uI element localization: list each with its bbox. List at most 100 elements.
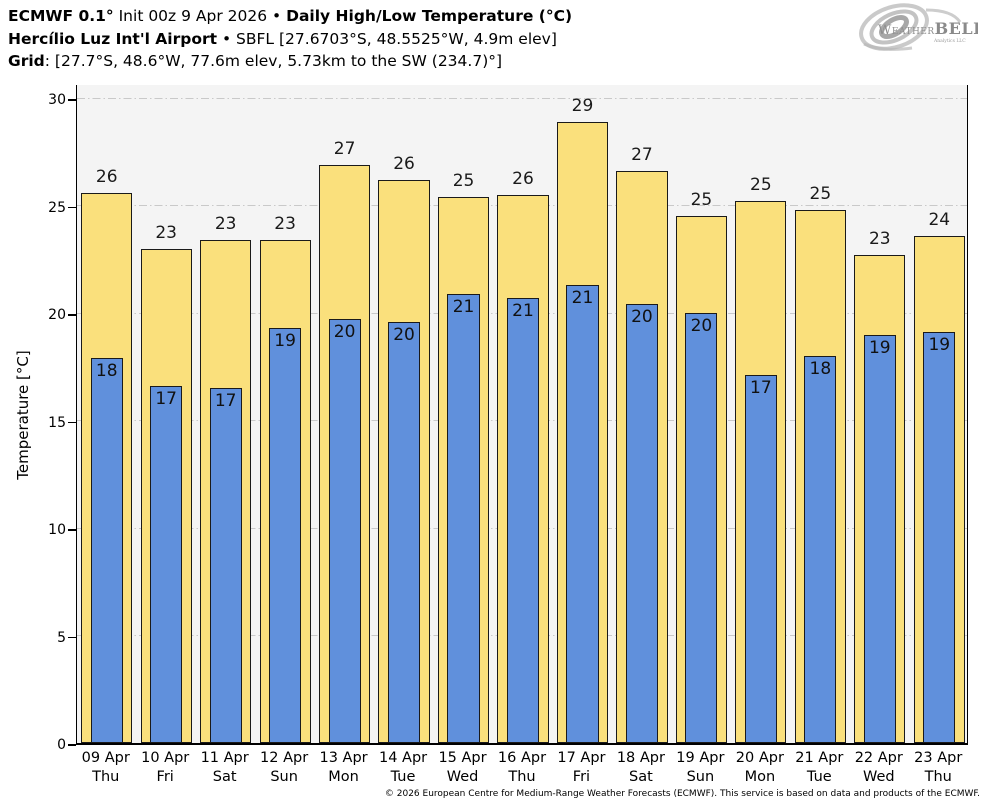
low-value-label: 20	[333, 322, 356, 343]
x-tick-date: 09 Apr	[81, 750, 130, 766]
x-tick-day: Fri	[572, 768, 591, 785]
high-value-label: 25	[452, 170, 475, 191]
x-tick-date: 11 Apr	[200, 750, 249, 766]
y-tick-label-20: 20	[48, 307, 66, 324]
x-tick-date: 15 Apr	[438, 750, 487, 766]
x-tick-date: 20 Apr	[735, 750, 784, 766]
station-name: Hercílio Luz Int'l Airport	[8, 29, 218, 48]
x-tick-date: 14 Apr	[378, 750, 428, 766]
high-value-label: 26	[512, 168, 534, 189]
y-tick-mark-5	[68, 636, 76, 639]
grid-line: Grid: [27.7°S, 48.6°W, 77.6m elev, 5.73k…	[8, 50, 572, 73]
low-value-label: 21	[571, 288, 594, 309]
x-tick-date: 16 Apr	[497, 750, 547, 766]
low-bar	[804, 356, 837, 743]
low-value-label: 19	[274, 331, 296, 352]
x-tick-day: Tue	[806, 768, 832, 785]
high-value-label: 29	[571, 95, 594, 116]
low-value-label: 18	[809, 359, 832, 380]
x-tick-date: 17 Apr	[557, 750, 606, 766]
product-name: Daily High/Low Temperature (°C)	[286, 7, 573, 25]
x-tick-day: Sun	[270, 768, 298, 785]
x-tick-date: 23 Apr	[914, 750, 963, 766]
x-tick-date: 19 Apr	[676, 750, 725, 766]
high-value-label: 23	[274, 213, 296, 234]
hurricane-swirl-icon: WEATHERBELL Analytics LLC	[859, 3, 978, 51]
low-value-label: 19	[928, 335, 951, 356]
x-tick-label: 18 Apr Sat	[611, 749, 670, 786]
y-tick-mark-0	[68, 744, 76, 746]
chart-header: ECMWF 0.1° Init 00z 9 Apr 2026 • Daily H…	[8, 5, 572, 73]
x-tick-date: 13 Apr	[319, 750, 368, 766]
x-axis-labels: 09 Apr Thu 10 Apr Fri 11 Apr Sat 12 Apr Sun 13 A…	[76, 749, 968, 789]
high-value-label: 27	[631, 145, 653, 166]
x-tick-day: Thu	[92, 768, 120, 785]
x-tick-day: Sat	[629, 768, 653, 785]
x-tick-date: 18 Apr	[616, 750, 665, 766]
low-bar	[923, 332, 956, 743]
station-details: SBFL [27.6703°S, 48.5525°W, 4.9m elev]	[236, 29, 557, 48]
high-value-label: 26	[95, 166, 118, 187]
x-tick-label: 16 Apr Thu	[492, 749, 551, 786]
station-separator: •	[217, 29, 237, 48]
y-tick-label-25: 25	[48, 199, 66, 216]
x-tick-label: 19 Apr Sun	[671, 749, 730, 786]
low-bar	[744, 375, 777, 743]
low-value-label: 20	[393, 324, 415, 345]
y-tick-label-5: 5	[57, 629, 66, 646]
x-tick-day: Wed	[862, 768, 895, 785]
x-tick-label: 13 Apr Mon	[314, 749, 373, 786]
low-bar	[625, 304, 658, 743]
y-tick-mark-20	[68, 314, 76, 316]
x-tick-label: 12 Apr Sun	[254, 749, 313, 786]
x-tick-label: 10 Apr Fri	[135, 749, 194, 786]
low-value-label: 20	[690, 316, 713, 337]
svg-text:Analytics LLC: Analytics LLC	[933, 38, 966, 44]
x-tick-day: Sun	[686, 768, 715, 785]
plot-area: 26 18 23 17 23 17 23 19 27 20 26 20 25 21 26 21 29 21 27 20…	[76, 85, 968, 745]
x-tick-day: Wed	[446, 768, 479, 785]
high-value-label: 25	[690, 190, 713, 211]
x-tick-date: 21 Apr	[795, 750, 844, 766]
low-bar	[269, 328, 302, 743]
high-value-label: 23	[155, 222, 177, 243]
low-value-label: 17	[214, 391, 237, 412]
x-tick-label: 20 Apr Mon	[730, 749, 789, 786]
low-value-label: 18	[95, 361, 118, 382]
gridline-30	[77, 97, 967, 99]
low-value-label: 17	[155, 389, 177, 410]
x-tick-day: Thu	[508, 768, 536, 785]
low-bar	[447, 293, 480, 743]
low-bar	[328, 319, 361, 743]
low-value-label: 21	[452, 296, 475, 317]
x-tick-label: 09 Apr Thu	[76, 749, 135, 786]
high-value-label: 24	[928, 209, 951, 230]
x-tick-day: Thu	[924, 768, 952, 785]
model-name: ECMWF 0.1°	[8, 7, 114, 25]
low-bar	[685, 313, 718, 743]
init-time: Init 00z 9 Apr 2026 •	[113, 7, 287, 25]
x-tick-date: 22 Apr	[854, 750, 903, 766]
high-value-label: 23	[214, 213, 237, 234]
x-tick-date: 12 Apr	[260, 750, 309, 766]
high-value-label: 23	[868, 229, 891, 249]
low-bar	[863, 334, 896, 743]
y-tick-label-10: 10	[48, 522, 66, 539]
y-tick-label-15: 15	[48, 414, 66, 431]
x-tick-label: 17 Apr Fri	[552, 749, 611, 786]
grid-details: : [27.7°S, 48.6°W, 77.6m elev, 5.73km to…	[44, 52, 503, 70]
x-tick-label: 23 Apr Thu	[909, 749, 968, 786]
low-bar	[90, 358, 123, 743]
x-tick-label: 22 Apr Wed	[849, 749, 908, 786]
y-tick-mark-25	[68, 206, 76, 209]
y-tick-mark-15	[68, 421, 76, 424]
high-value-label: 25	[750, 175, 772, 196]
low-value-label: 19	[868, 337, 891, 358]
low-bar	[388, 321, 421, 743]
y-tick-mark-10	[68, 529, 76, 531]
weatherbell-logo: WEATHERBELL Analytics LLC	[856, 2, 978, 52]
high-value-label: 27	[333, 138, 356, 159]
x-tick-day: Tue	[390, 768, 416, 785]
x-tick-day: Fri	[156, 768, 174, 785]
